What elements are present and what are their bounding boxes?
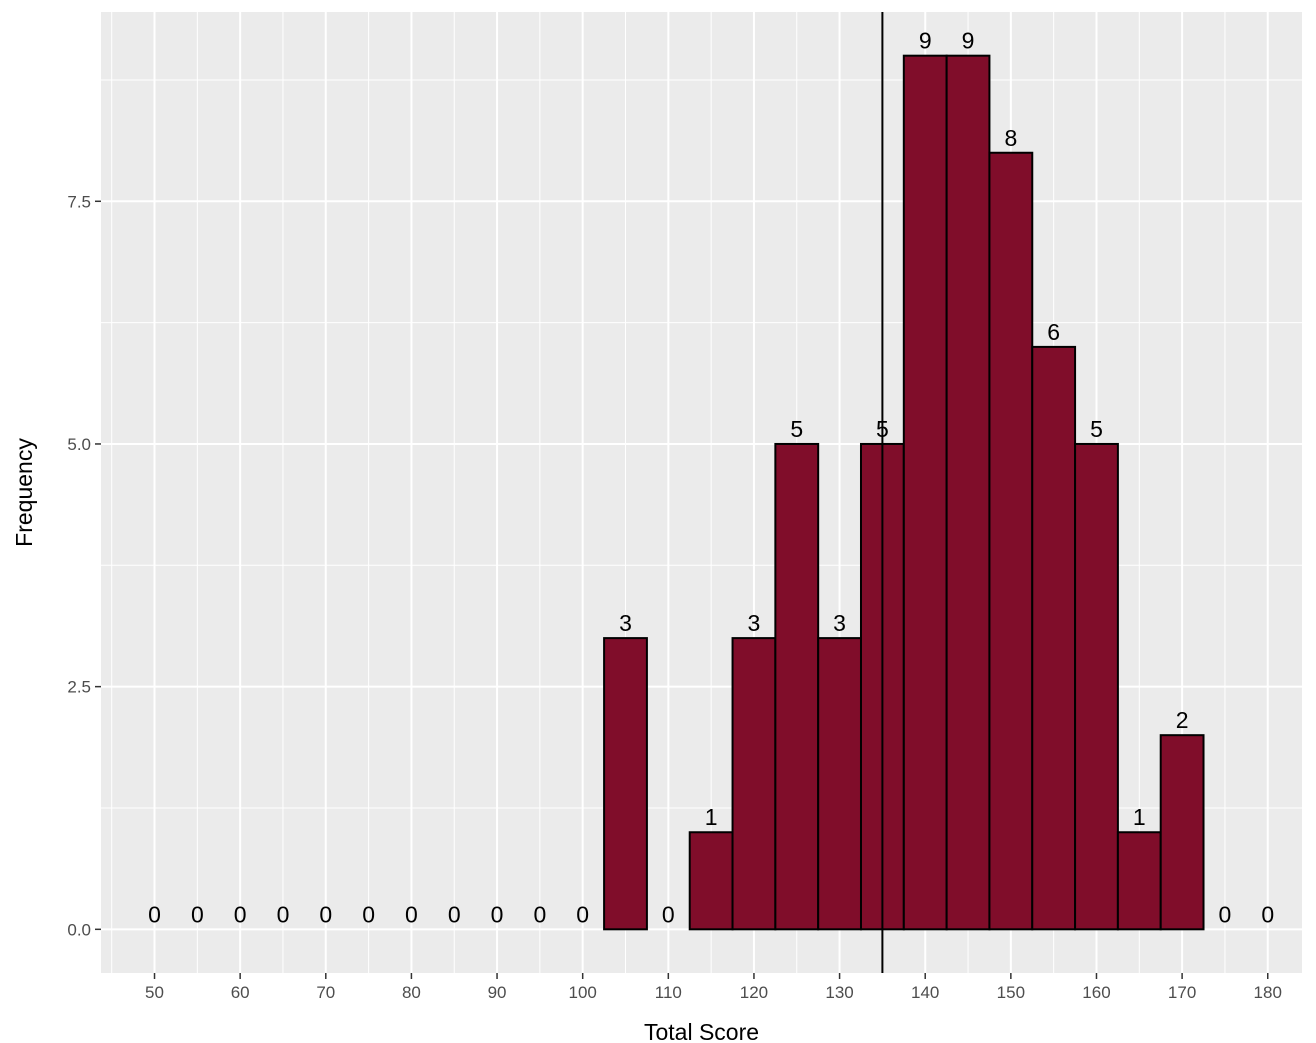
x-tick-label: 180 xyxy=(1254,983,1282,1002)
x-tick-label: 160 xyxy=(1082,983,1110,1002)
bar-count-label: 0 xyxy=(148,901,161,927)
histogram-bar xyxy=(603,637,648,931)
bar-count-label: 9 xyxy=(962,28,975,54)
histogram-bar xyxy=(774,442,820,931)
bar-count-label: 0 xyxy=(491,901,504,927)
bar-count-label: 3 xyxy=(748,610,761,636)
histogram-bar xyxy=(1159,734,1205,931)
histogram-bar xyxy=(1074,442,1119,931)
bar-count-label: 5 xyxy=(790,416,803,442)
plot-panel xyxy=(101,12,1302,973)
x-tick-label: 110 xyxy=(655,983,682,1002)
bar-count-label: 6 xyxy=(1047,319,1060,345)
x-tick-label: 100 xyxy=(568,983,596,1002)
bar-count-label: 5 xyxy=(1090,416,1103,442)
bar-count-label: 1 xyxy=(705,804,718,830)
x-tick-label: 90 xyxy=(488,983,507,1002)
bar-count-label: 3 xyxy=(833,610,846,636)
x-tick-label: 150 xyxy=(997,983,1025,1002)
bar-count-label: 0 xyxy=(234,901,247,927)
histogram-bar xyxy=(988,151,1034,931)
y-axis-title: Frequency xyxy=(11,438,37,547)
bar-count-label: 0 xyxy=(662,901,675,927)
x-tick-label: 170 xyxy=(1168,983,1196,1002)
bar-count-label: 9 xyxy=(919,28,932,54)
bar-count-label: 0 xyxy=(448,901,461,927)
x-tick-label: 70 xyxy=(316,983,335,1002)
x-tick-label: 130 xyxy=(825,983,853,1002)
bar-count-labels: 0 0 0 0 0 0 0 0 0 0 0 3 0 1 3 5 3 5 9 9 8 6 5 1 2 0 0 xyxy=(148,28,1274,928)
bar-count-label: 0 xyxy=(277,901,290,927)
x-axis-title: Total Score xyxy=(644,1019,759,1043)
bar-count-label: 5 xyxy=(876,416,889,442)
y-tick-label: 5.0 xyxy=(67,435,91,454)
y-tick-label: 2.5 xyxy=(67,678,91,697)
minor-gridlines xyxy=(101,12,1302,973)
bar-count-label: 3 xyxy=(619,610,632,636)
histogram-bar xyxy=(1116,831,1162,931)
bar-count-label: 0 xyxy=(1219,901,1232,927)
x-axis: 50 60 70 80 90 100 110 120 130 140 150 160 170 180 xyxy=(145,973,1282,1002)
histogram-bar xyxy=(688,831,734,931)
histogram-bar xyxy=(902,54,948,931)
histogram-bar xyxy=(945,54,991,931)
x-tick-label: 80 xyxy=(402,983,421,1002)
y-axis: 0.0 2.5 5.0 7.5 xyxy=(67,192,101,939)
y-tick-label: 7.5 xyxy=(67,192,91,211)
histogram-bar xyxy=(731,637,777,931)
bar-count-label: 0 xyxy=(576,901,589,927)
x-tick-label: 140 xyxy=(911,983,939,1002)
y-tick-label: 0.0 xyxy=(67,920,91,939)
histogram-bars xyxy=(603,54,1205,931)
bar-count-label: 0 xyxy=(362,901,375,927)
x-tick-label: 60 xyxy=(231,983,250,1002)
histogram-bar xyxy=(1031,345,1077,931)
bar-count-label: 0 xyxy=(405,901,418,927)
bar-count-label: 2 xyxy=(1176,707,1189,733)
x-tick-label: 120 xyxy=(740,983,768,1002)
bar-count-label: 0 xyxy=(191,901,204,927)
bar-count-label: 0 xyxy=(533,901,546,927)
bar-count-label: 0 xyxy=(1261,901,1274,927)
histogram-bar xyxy=(817,637,862,931)
bar-count-label: 1 xyxy=(1133,804,1146,830)
bar-count-label: 8 xyxy=(1004,125,1017,151)
bar-count-label: 0 xyxy=(319,901,332,927)
x-tick-label: 50 xyxy=(145,983,164,1002)
